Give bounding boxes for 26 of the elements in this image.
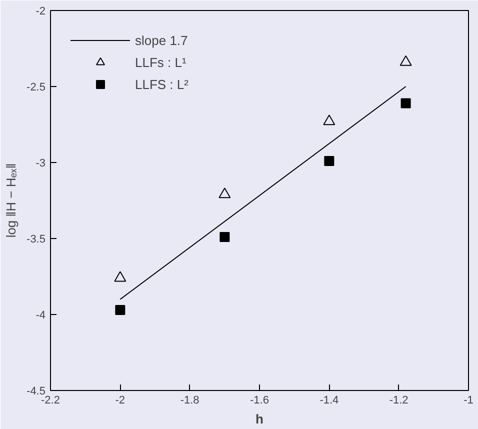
point [323,114,336,126]
point [115,304,126,315]
x-tick-label: -2.2 [41,394,60,406]
point [400,55,412,66]
x-tick-label: -2 [115,394,126,406]
x-tick-label: -1.4 [320,394,339,406]
y-tick-label: -3 [36,158,46,170]
y-axis-title: log ‖H − Hₑₓ‖ [4,163,19,238]
y-tick-label: -2.5 [26,82,46,94]
legend-label: LLFs : L¹ [135,54,186,70]
legend-label: LLFS : L² [135,76,188,92]
y-tick-label: -2 [36,6,46,18]
point [114,271,126,282]
x-axis-title: h [256,412,264,426]
point [220,232,230,242]
point [324,156,334,166]
point [218,188,231,198]
y-tick-label: -4 [36,310,46,322]
x-tick-label: -1.2 [389,394,408,406]
x-tick-label: -1 [464,394,474,406]
point [400,98,411,108]
y-tick-label: -4.5 [26,386,46,398]
y-tick-label: -3.5 [26,234,46,246]
x-tick-label: -1.8 [180,394,200,406]
legend-label: slope 1.7 [135,32,188,48]
x-tick-label: -1.6 [250,394,269,406]
